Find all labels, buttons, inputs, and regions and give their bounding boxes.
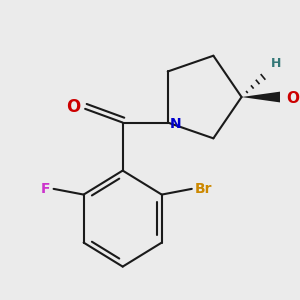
- Text: H: H: [271, 57, 281, 70]
- Text: N: N: [170, 117, 182, 131]
- Text: O: O: [67, 98, 81, 116]
- Text: Br: Br: [195, 182, 212, 196]
- Text: F: F: [41, 182, 50, 196]
- Polygon shape: [242, 91, 282, 103]
- Text: O: O: [286, 91, 300, 106]
